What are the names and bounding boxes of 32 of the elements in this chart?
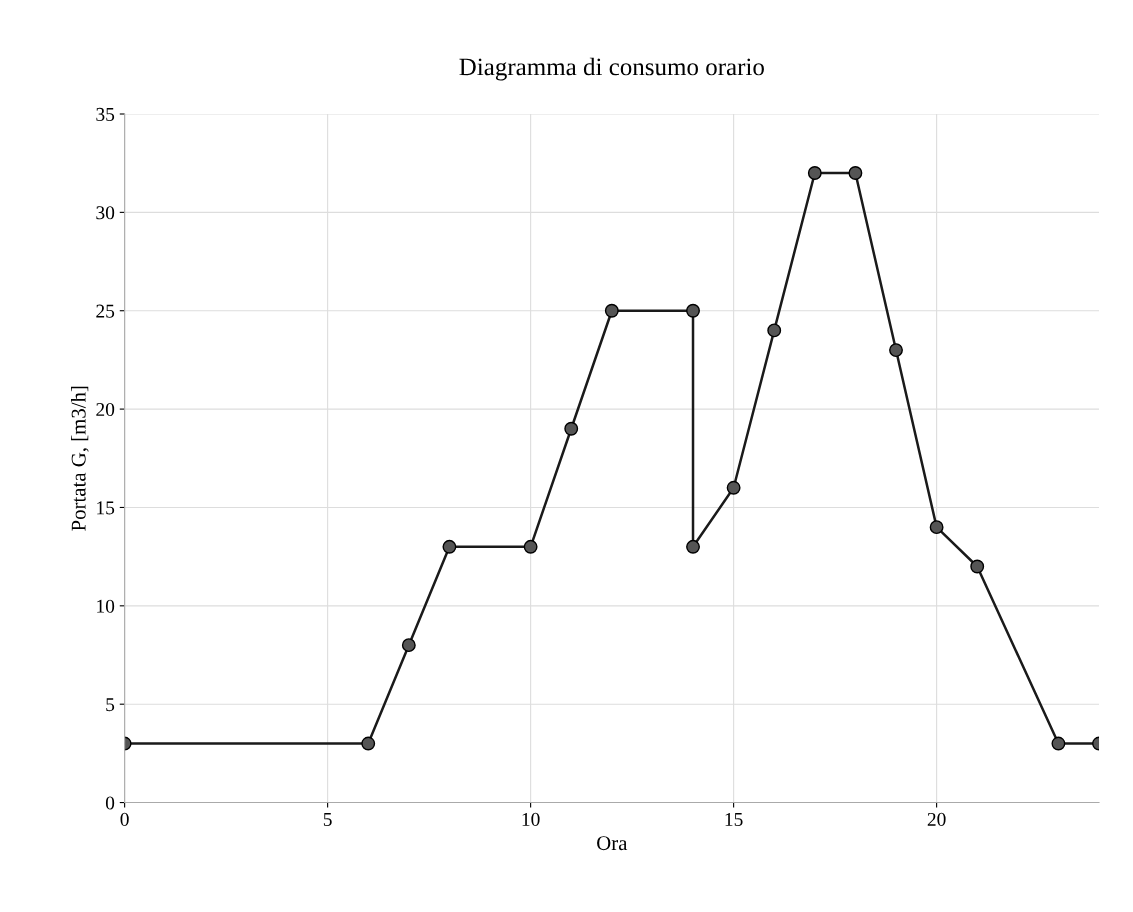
point xyxy=(442,539,457,554)
point xyxy=(970,559,985,574)
x-tick-label: 10 xyxy=(522,812,540,826)
point xyxy=(807,166,822,180)
point xyxy=(1051,736,1066,751)
point xyxy=(686,303,700,318)
point xyxy=(523,539,538,554)
point xyxy=(848,166,863,180)
point xyxy=(564,421,579,436)
point xyxy=(401,638,416,653)
x-tick-label: 0 xyxy=(120,812,129,826)
y-axis-title: Portata G, [m3/h] xyxy=(71,386,89,531)
point xyxy=(604,303,619,318)
x-tick-label: 20 xyxy=(927,812,946,826)
point xyxy=(889,343,903,358)
point xyxy=(767,323,782,338)
point xyxy=(929,520,944,535)
point xyxy=(726,480,741,495)
x-axis-title: Ora xyxy=(597,836,628,851)
y-tick-label: 5 xyxy=(106,698,115,712)
chart-title: Diagramma di consumo orario xyxy=(459,57,764,81)
x-tick-label: 15 xyxy=(725,812,743,826)
y-tick-label: 20 xyxy=(96,402,115,417)
y-tick-label: 0 xyxy=(105,796,115,810)
y-tick-label: 35 xyxy=(96,107,115,121)
y-tick-label: 30 xyxy=(96,206,115,220)
y-tick-label: 15 xyxy=(97,501,115,515)
point xyxy=(361,736,376,751)
x-tick-label: 5 xyxy=(323,813,332,826)
point xyxy=(686,539,700,554)
y-tick-label: 25 xyxy=(96,304,115,318)
y-tick-label: 10 xyxy=(97,599,115,613)
